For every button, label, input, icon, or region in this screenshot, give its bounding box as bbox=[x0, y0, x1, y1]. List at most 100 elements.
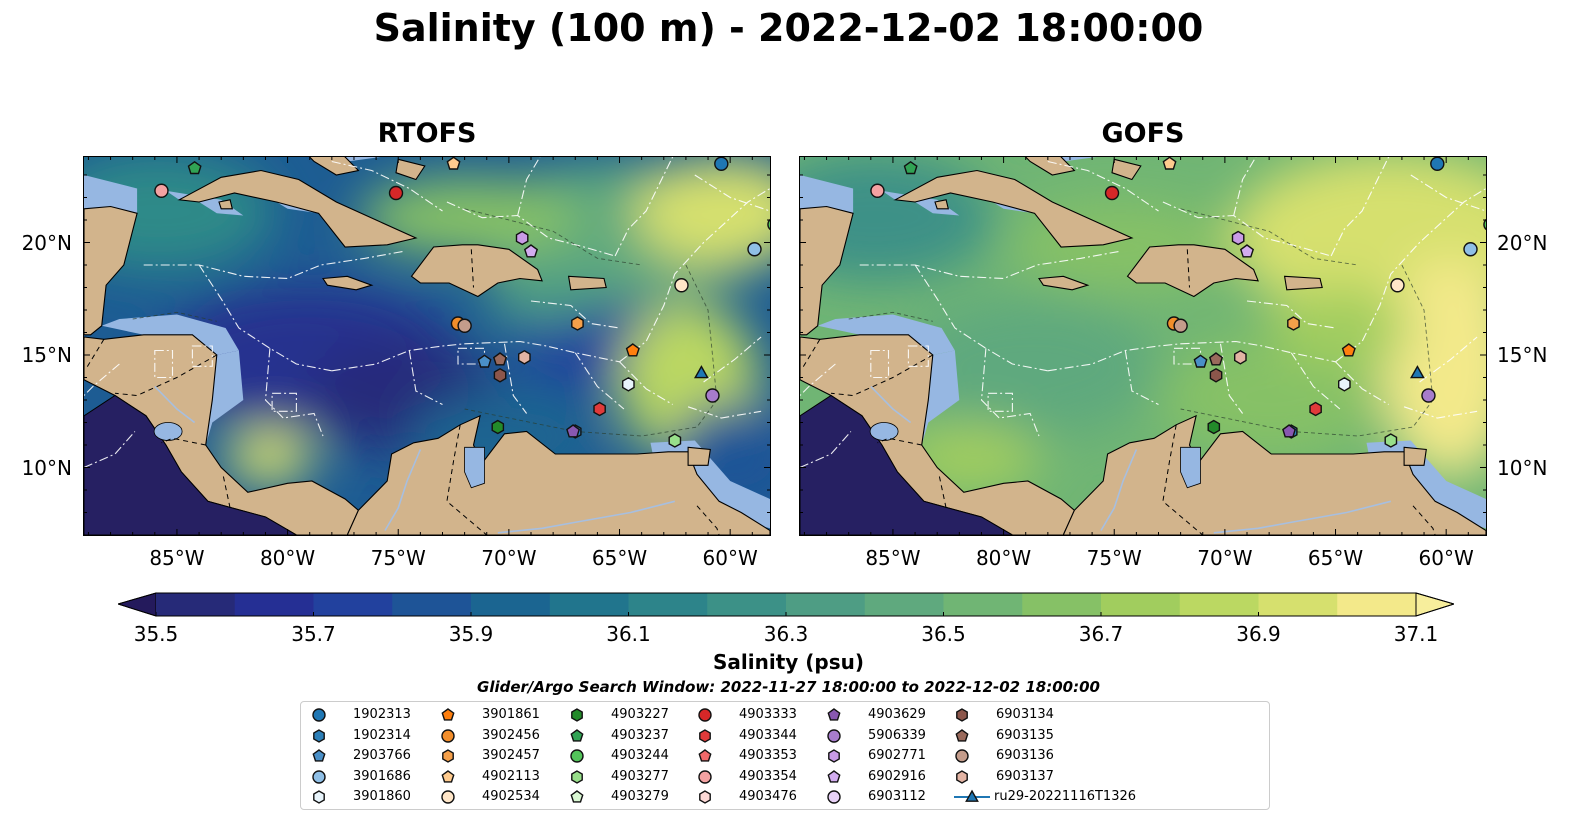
gofs-marker-2903766 bbox=[1193, 354, 1208, 368]
colorbar-bin-11 bbox=[1022, 593, 1102, 616]
gofs-marker-4903227 bbox=[1207, 419, 1221, 435]
lon-tick-label-rtofs-2: 75°W bbox=[370, 546, 426, 570]
colorbar-bin-1 bbox=[234, 593, 315, 616]
legend-marker-4903244 bbox=[570, 749, 584, 763]
legend-label: 4903353 bbox=[739, 748, 797, 763]
rtofs-pacific-ocean bbox=[84, 394, 298, 535]
legend-marker-6902916 bbox=[827, 769, 841, 783]
legend-marker-4903629 bbox=[827, 708, 841, 721]
legend-label: 3901861 bbox=[482, 707, 540, 722]
colorbar-tick-2: 35.9 bbox=[448, 622, 494, 646]
colorbar-tick-4: 36.3 bbox=[763, 622, 809, 646]
legend-label: 4903476 bbox=[739, 789, 797, 804]
rtofs-eez-boundaries bbox=[84, 157, 770, 469]
legend-marker-4903353 bbox=[698, 749, 712, 762]
colorbar-tick-1: 35.7 bbox=[291, 622, 336, 646]
rtofs-bathymetry-contours bbox=[132, 208, 718, 437]
legend-label: 3902456 bbox=[482, 727, 540, 743]
legend-label: 6903134 bbox=[996, 707, 1054, 722]
rtofs-marker-3901686 bbox=[747, 242, 762, 257]
rtofs-marker-3902457 bbox=[571, 316, 584, 331]
lat-tick-label-right-0: 20°N bbox=[1497, 230, 1548, 255]
lon-tick-label-gofs-5: 60°W bbox=[1418, 546, 1474, 570]
legend-label: 4903279 bbox=[611, 789, 669, 804]
colorbar-tick-0: 35.5 bbox=[133, 622, 179, 646]
gofs-marker-5906339 bbox=[1421, 388, 1436, 403]
salinity-colorbar bbox=[118, 592, 1454, 617]
lon-tick-label-rtofs-4: 65°W bbox=[591, 546, 648, 570]
legend-marker-3901861 bbox=[441, 708, 455, 721]
legend-label: 6903136 bbox=[996, 748, 1054, 763]
legend-label: 1902313 bbox=[353, 707, 411, 722]
legend-marker-6903137 bbox=[956, 769, 968, 784]
gofs-marker-4902534 bbox=[1390, 278, 1405, 293]
legend-marker-4903354 bbox=[698, 769, 712, 784]
rtofs-panel-title: RTOFS bbox=[377, 118, 477, 149]
legend-label: 4903629 bbox=[868, 707, 926, 722]
rtofs-rivers bbox=[154, 385, 675, 534]
gofs-map bbox=[799, 156, 1487, 536]
colorbar-bin-8 bbox=[786, 593, 866, 616]
colorbar-bin-9 bbox=[864, 593, 945, 616]
legend-marker-3901860 bbox=[313, 790, 325, 804]
legend-marker-3901686 bbox=[312, 769, 326, 784]
rtofs-marker-4903333 bbox=[388, 185, 404, 201]
rtofs-marker-6903135 bbox=[492, 352, 508, 366]
rtofs-marker-6902771 bbox=[515, 230, 529, 246]
legend-marker-6902771 bbox=[828, 749, 840, 763]
legend-label: 6903135 bbox=[996, 727, 1054, 743]
legend-label: 4903333 bbox=[739, 707, 797, 722]
legend-label: 2903766 bbox=[353, 748, 411, 763]
legend-marker-4903476 bbox=[699, 790, 711, 804]
legend-marker-4902113 bbox=[441, 769, 455, 783]
colorbar-bin-14 bbox=[1258, 593, 1338, 616]
colorbar-bin-13 bbox=[1179, 593, 1260, 616]
legend-label: 4903237 bbox=[611, 727, 669, 743]
lon-tick-label-gofs-1: 80°W bbox=[975, 546, 1032, 570]
lon-tick-label-gofs-0: 85°W bbox=[865, 546, 921, 570]
gofs-marker-4903629 bbox=[1282, 424, 1297, 438]
lon-tick-label-rtofs-0: 85°W bbox=[149, 546, 205, 570]
rtofs-marker-4903237 bbox=[187, 160, 202, 175]
colorbar-bin-5 bbox=[549, 593, 630, 616]
rtofs-marker-4903277 bbox=[668, 433, 682, 448]
rtofs-map bbox=[83, 156, 771, 536]
rtofs-marker-5906339 bbox=[705, 388, 720, 403]
gofs-marker-4903277 bbox=[1384, 433, 1398, 448]
gofs-rivers bbox=[870, 385, 1391, 534]
rtofs-marker-2903766 bbox=[477, 354, 492, 368]
lon-tick-label-gofs-4: 65°W bbox=[1307, 546, 1364, 570]
gofs-marker-1902313 bbox=[1430, 157, 1445, 171]
legend-label: 4903344 bbox=[739, 727, 797, 743]
rtofs-platform-markers bbox=[154, 157, 770, 448]
legend-marker-4903227 bbox=[571, 708, 583, 722]
gofs-marker-4903344 bbox=[1309, 401, 1322, 417]
legend-marker-5906339 bbox=[827, 728, 841, 743]
legend-marker-4903277 bbox=[571, 769, 583, 784]
lon-tick-label-rtofs-3: 70°W bbox=[481, 546, 537, 570]
rtofs-marker-6903134 bbox=[493, 367, 507, 383]
rtofs-marker-ru29-20221116T1326 bbox=[694, 365, 709, 379]
gofs-marker-6902771 bbox=[1231, 230, 1245, 246]
gofs-marker-3901686 bbox=[1463, 242, 1478, 257]
gofs-marker-6903135 bbox=[1208, 352, 1224, 366]
rtofs-marker-4903629 bbox=[566, 424, 581, 438]
platform-legend: 1902313 1902314 2903766 3901686 3901860 39018… bbox=[300, 701, 1270, 810]
legend-label: 3901860 bbox=[353, 789, 411, 804]
gofs-pacific-ocean bbox=[800, 394, 1014, 535]
gofs-platform-markers bbox=[870, 157, 1486, 448]
legend-marker-3902457 bbox=[442, 749, 454, 763]
rtofs-marker-4903354 bbox=[154, 183, 169, 198]
legend-label: 6902916 bbox=[868, 768, 926, 784]
search-window-caption: Glider/Argo Search Window: 2022-11-27 18… bbox=[477, 678, 1100, 696]
rtofs-land bbox=[84, 157, 770, 535]
legend-marker-ru29-20221116T1326 bbox=[954, 789, 990, 802]
legend-label: 1902314 bbox=[353, 727, 411, 743]
gofs-eez-boundaries bbox=[800, 157, 1486, 469]
colorbar-bin-3 bbox=[392, 593, 472, 616]
legend-label: 4903354 bbox=[739, 768, 797, 784]
rtofs-marker-4903344 bbox=[593, 401, 606, 417]
gofs-marker-3901860 bbox=[1338, 376, 1351, 392]
legend-marker-4903344 bbox=[699, 728, 711, 743]
gofs-bathymetry-contours bbox=[848, 208, 1434, 437]
